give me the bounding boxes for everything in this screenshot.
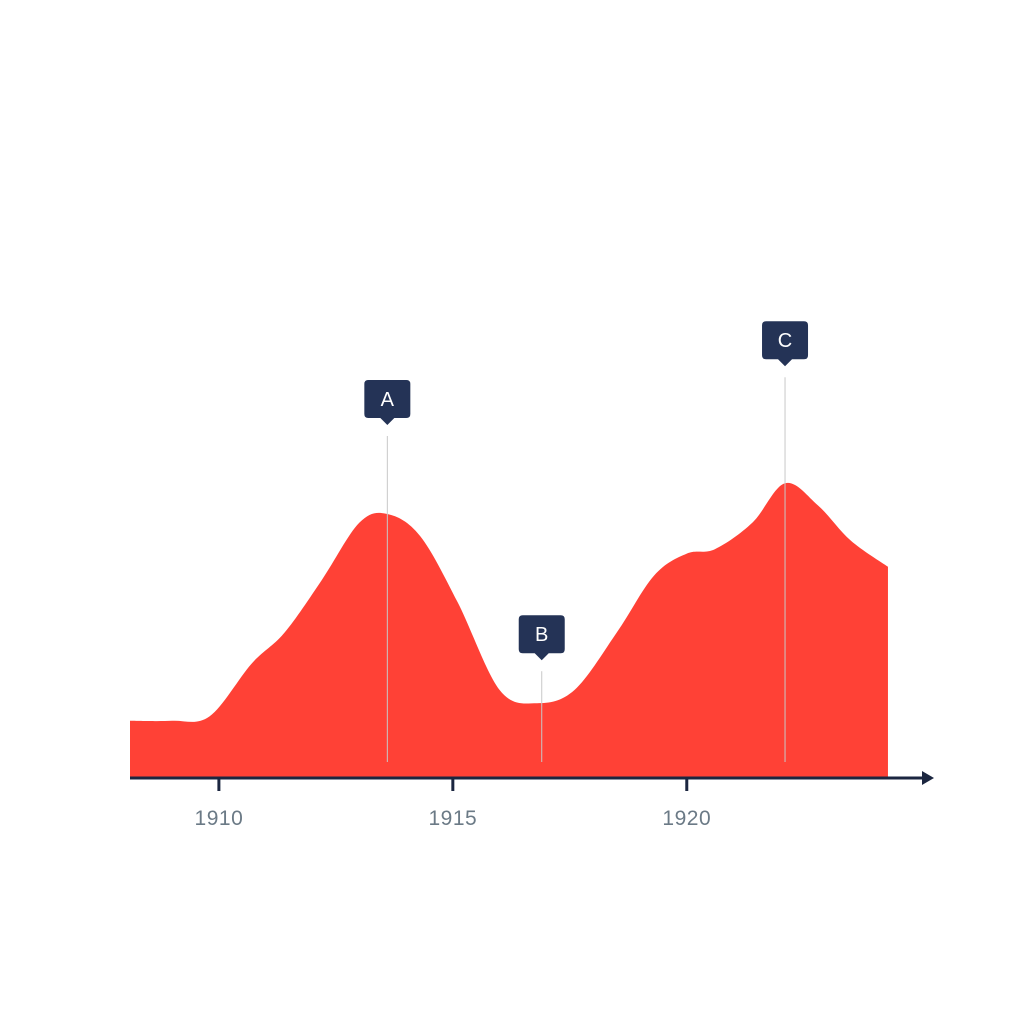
marker-a: A xyxy=(364,380,411,425)
area-series xyxy=(130,482,888,778)
marker-box-c xyxy=(762,321,809,367)
marker-label-c: C xyxy=(778,330,792,352)
marker-c: C xyxy=(762,321,809,367)
annotation-markers: A B C xyxy=(364,321,809,661)
marker-box-a xyxy=(364,380,411,425)
x-axis-arrow xyxy=(922,771,934,785)
x-tick-label-1915: 1915 xyxy=(428,807,477,830)
marker-label-a: A xyxy=(381,389,395,411)
x-tick-label-1920: 1920 xyxy=(662,807,711,830)
guide-layer xyxy=(386,377,786,762)
x-ticks: 1910 1915 1920 xyxy=(195,778,711,830)
marker-box-b xyxy=(518,615,565,661)
x-tick-label-1910: 1910 xyxy=(195,807,244,830)
x-axis xyxy=(130,771,934,785)
marker-b: B xyxy=(518,615,565,661)
area-layer xyxy=(130,482,888,778)
marker-label-b: B xyxy=(535,624,548,646)
